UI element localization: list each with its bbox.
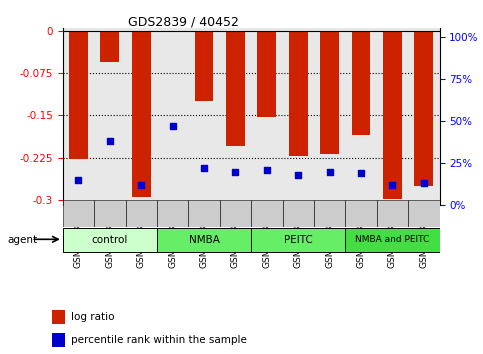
Bar bbox=[126, 200, 157, 227]
Point bbox=[357, 171, 365, 176]
Bar bbox=[352, 31, 370, 135]
Text: NMBA and PEITC: NMBA and PEITC bbox=[355, 235, 429, 244]
Point bbox=[263, 167, 271, 173]
Point bbox=[138, 182, 145, 188]
Bar bbox=[320, 31, 339, 154]
Point bbox=[106, 138, 114, 144]
Bar bbox=[195, 31, 213, 101]
Bar bbox=[408, 200, 440, 227]
Point bbox=[420, 181, 428, 186]
Point bbox=[326, 169, 333, 175]
FancyBboxPatch shape bbox=[63, 228, 157, 252]
Bar bbox=[53, 333, 65, 347]
Text: percentile rank within the sample: percentile rank within the sample bbox=[71, 335, 247, 345]
Bar bbox=[283, 200, 314, 227]
Text: control: control bbox=[92, 235, 128, 245]
Text: NMBA: NMBA bbox=[189, 235, 219, 245]
Bar bbox=[100, 31, 119, 62]
Point bbox=[169, 123, 177, 129]
Bar bbox=[94, 200, 126, 227]
Bar bbox=[289, 31, 308, 156]
Bar bbox=[345, 200, 377, 227]
Bar bbox=[132, 31, 151, 197]
Bar bbox=[257, 31, 276, 116]
Bar bbox=[414, 31, 433, 185]
Point bbox=[200, 165, 208, 171]
Bar bbox=[157, 200, 188, 227]
FancyBboxPatch shape bbox=[251, 228, 345, 252]
Point bbox=[74, 177, 82, 183]
Bar bbox=[69, 31, 88, 159]
Text: GDS2839 / 40452: GDS2839 / 40452 bbox=[128, 16, 239, 29]
Bar bbox=[226, 31, 245, 146]
Bar bbox=[220, 200, 251, 227]
Point bbox=[389, 182, 397, 188]
Bar bbox=[377, 200, 408, 227]
Point bbox=[295, 172, 302, 178]
Bar bbox=[188, 200, 220, 227]
Bar bbox=[53, 310, 65, 324]
Bar bbox=[251, 200, 283, 227]
Text: PEITC: PEITC bbox=[284, 235, 313, 245]
Text: log ratio: log ratio bbox=[71, 312, 114, 322]
Bar bbox=[314, 200, 345, 227]
FancyBboxPatch shape bbox=[345, 228, 440, 252]
Bar bbox=[63, 200, 94, 227]
Point bbox=[232, 169, 240, 175]
FancyBboxPatch shape bbox=[157, 228, 251, 252]
Bar bbox=[383, 31, 402, 199]
Bar bbox=[163, 31, 182, 32]
Text: agent: agent bbox=[7, 235, 37, 245]
